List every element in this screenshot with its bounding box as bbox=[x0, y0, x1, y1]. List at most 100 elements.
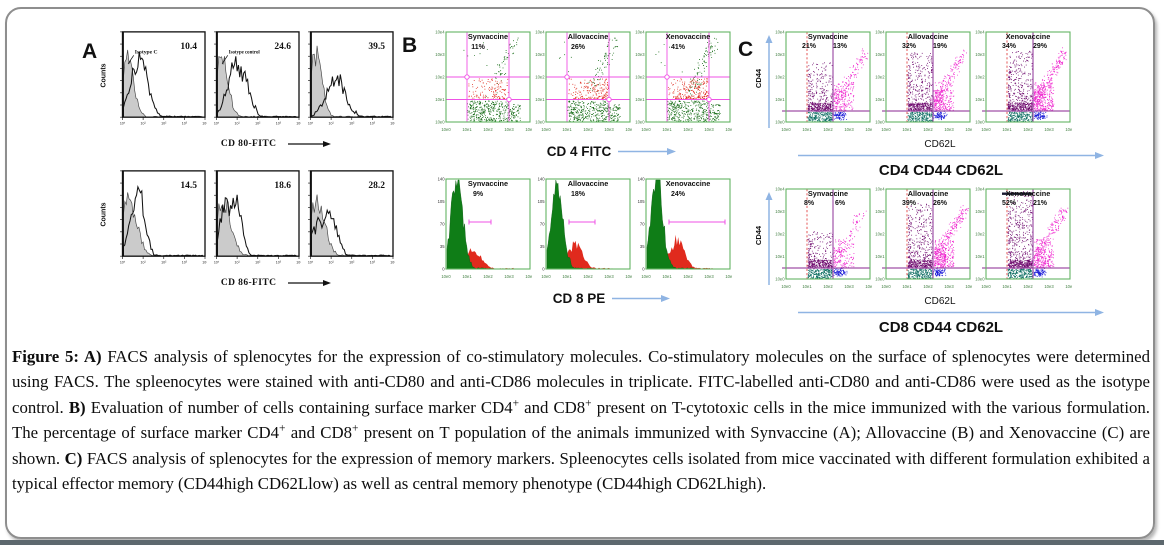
svg-text:10e2: 10e2 bbox=[583, 127, 593, 132]
svg-text:10e2: 10e2 bbox=[923, 127, 933, 132]
svg-text:10e2: 10e2 bbox=[483, 127, 493, 132]
svg-text:10e4: 10e4 bbox=[775, 187, 785, 192]
svg-text:140: 140 bbox=[638, 177, 646, 182]
panel-a: A Counts 10⁰10¹10²10³10⁴Isotype C10.410⁰… bbox=[78, 30, 400, 308]
svg-text:10e3: 10e3 bbox=[704, 274, 714, 279]
plot-percentage-right: 13% bbox=[832, 43, 847, 50]
scatter-points-teal bbox=[907, 111, 934, 123]
right-arrow-icon bbox=[618, 148, 677, 155]
scatter-points-red bbox=[667, 78, 709, 100]
c-y-axis-label: CD44 bbox=[754, 225, 764, 246]
svg-text:10e1: 10e1 bbox=[635, 97, 645, 102]
svg-text:10¹: 10¹ bbox=[141, 122, 147, 126]
c-scatter-row-cd4: 10e010e110e210e310e410e010e110e210e310e4… bbox=[772, 30, 1072, 142]
svg-text:10³: 10³ bbox=[182, 122, 188, 126]
svg-text:10e4: 10e4 bbox=[535, 30, 545, 35]
svg-text:10e4: 10e4 bbox=[1065, 284, 1072, 289]
facs-plot-a-0-0: 10⁰ 10¹ 10² 10³ 10⁴ Isotype C 10.4 bbox=[113, 30, 207, 135]
plot-canvas: 10e0 10e1 10e2 10e3 10e4 10e0 10e1 10e2 10e3 10e4 bbox=[975, 30, 1072, 132]
svg-text:10¹: 10¹ bbox=[235, 261, 241, 265]
facs-plot-b-hist-1: 10e0 10e1 10e2 10e3 10e4 0 35 70 105 140 Allovacci… bbox=[532, 177, 632, 289]
svg-text:10⁰: 10⁰ bbox=[308, 122, 314, 126]
panel-b-plots: 10e0 10e1 10e2 10e3 10e4 10e0 10e1 10e2 10e3 10e4… bbox=[432, 30, 738, 306]
svg-text:10e2: 10e2 bbox=[583, 274, 593, 279]
svg-text:70: 70 bbox=[540, 222, 545, 227]
svg-text:10e3: 10e3 bbox=[604, 274, 614, 279]
b-x-axis-text-cd8: CD 8 PE bbox=[552, 291, 606, 306]
plot-value: 14.5 bbox=[180, 181, 197, 191]
plot-canvas: 10e0 10e1 10e2 10e3 10e4 10e0 10e1 10e2 10e3 10e4 bbox=[775, 187, 872, 289]
right-arrow-icon bbox=[612, 295, 671, 302]
scatter-points-purple bbox=[807, 231, 834, 269]
svg-text:10e1: 10e1 bbox=[562, 127, 572, 132]
svg-text:10e4: 10e4 bbox=[525, 274, 532, 279]
isotype-histogram bbox=[311, 45, 392, 118]
bottom-divider-bar bbox=[0, 540, 1164, 545]
a-histogram-row-cd80: 10⁰ 10¹ 10² 10³ 10⁴ Isotype C 10.4 10⁰ 10¹ 10² 10³… bbox=[113, 30, 395, 135]
svg-text:10⁰: 10⁰ bbox=[120, 261, 126, 265]
svg-text:10e1: 10e1 bbox=[662, 127, 672, 132]
plot-canvas: 10⁰ 10¹ 10² 10³ 10⁴ Isotype C bbox=[120, 31, 207, 126]
svg-text:10e3: 10e3 bbox=[775, 52, 785, 57]
scatter-points-teal bbox=[807, 268, 834, 280]
svg-text:10e0: 10e0 bbox=[435, 120, 445, 125]
facs-plot-b-scatter-0: 10e0 10e1 10e2 10e3 10e4 10e0 10e1 10e2 10e3 10e4… bbox=[432, 30, 532, 142]
caption-bold-text: Figure 5: bbox=[12, 347, 84, 366]
scatter-points-purple bbox=[1007, 191, 1034, 269]
svg-text:10e4: 10e4 bbox=[975, 30, 985, 35]
c-x-axis-label: CD62L bbox=[924, 296, 956, 307]
gate-marker bbox=[1002, 192, 1033, 195]
plot-title: Synvaccine bbox=[467, 32, 509, 41]
isotype-histogram bbox=[217, 199, 299, 257]
svg-text:10e1: 10e1 bbox=[435, 97, 445, 102]
svg-text:Isotype control: Isotype control bbox=[229, 50, 261, 55]
a-histogram-row-cd86: 10⁰10¹10²10³10⁴14.510⁰10¹10²10³10⁴18.610… bbox=[113, 169, 395, 274]
svg-text:10³: 10³ bbox=[370, 261, 376, 265]
svg-text:10e1: 10e1 bbox=[802, 127, 812, 132]
c-y-axis-label: CD44 bbox=[754, 68, 764, 89]
svg-text:105: 105 bbox=[638, 199, 646, 204]
plot-canvas: 10⁰ 10¹ 10² 10³ 10⁴ bbox=[120, 170, 207, 265]
svg-text:10e1: 10e1 bbox=[802, 284, 812, 289]
svg-text:10e0: 10e0 bbox=[541, 274, 551, 279]
histogram-red bbox=[660, 234, 714, 269]
right-arrow-icon bbox=[288, 140, 332, 147]
svg-text:10e3: 10e3 bbox=[635, 52, 645, 57]
plot-canvas: 10e0 10e1 10e2 10e3 10e4 0 35 70 105 140 bbox=[538, 177, 632, 279]
svg-text:Isotype C: Isotype C bbox=[135, 49, 158, 55]
up-arrow-icon bbox=[765, 192, 773, 285]
svg-text:10⁰: 10⁰ bbox=[214, 122, 220, 126]
caption-superscript: + bbox=[512, 397, 520, 410]
plot-canvas: 10e0 10e1 10e2 10e3 10e4 10e0 10e1 10e2 10e3 10e4 bbox=[435, 30, 532, 132]
facs-plot-b-hist-0: 10e0 10e1 10e2 10e3 10e4 0 35 70 105 140 Synvaccin… bbox=[432, 177, 532, 289]
facs-plot-c-1-1: 10e0 10e1 10e2 10e3 10e4 10e0 10e1 10e2 10e3 10e4… bbox=[872, 187, 972, 299]
plot-value: 28.2 bbox=[368, 181, 385, 191]
svg-text:10e3: 10e3 bbox=[504, 274, 514, 279]
svg-text:10¹: 10¹ bbox=[235, 122, 241, 126]
isotype-histogram bbox=[311, 194, 392, 257]
svg-text:10e4: 10e4 bbox=[965, 127, 972, 132]
svg-text:10e2: 10e2 bbox=[435, 75, 445, 80]
plot-title: Allovaccine bbox=[567, 32, 609, 41]
svg-text:10²: 10² bbox=[161, 261, 167, 265]
scatter-points-purple bbox=[1007, 50, 1034, 112]
svg-text:10e3: 10e3 bbox=[844, 127, 854, 132]
svg-text:10⁴: 10⁴ bbox=[390, 122, 395, 126]
svg-text:10¹: 10¹ bbox=[329, 261, 335, 265]
svg-text:10e2: 10e2 bbox=[483, 274, 493, 279]
svg-text:10e0: 10e0 bbox=[541, 127, 551, 132]
plot-percentage-left: 21% bbox=[801, 43, 816, 50]
a-x-axis-text-cd86: CD 86-FITC bbox=[220, 278, 277, 288]
svg-text:10³: 10³ bbox=[370, 122, 376, 126]
a-x-axis-label-cd86: CD 86-FITC bbox=[135, 278, 417, 288]
plot-value: 39.5 bbox=[368, 42, 385, 52]
facs-plot-b-hist-2: 10e0 10e1 10e2 10e3 10e4 0 35 70 105 140 Xenovacci… bbox=[632, 177, 732, 289]
svg-text:10e4: 10e4 bbox=[975, 187, 985, 192]
svg-text:10e4: 10e4 bbox=[625, 127, 632, 132]
caption-text: Evaluation of number of cells containing… bbox=[85, 397, 513, 417]
facs-plot-a-0-2: 10⁰ 10¹ 10² 10³ 10⁴ 39.5 bbox=[301, 30, 395, 135]
svg-text:10²: 10² bbox=[255, 261, 261, 265]
svg-text:10e2: 10e2 bbox=[823, 284, 833, 289]
b-x-axis-text-cd4: CD 4 FITC bbox=[546, 144, 612, 159]
svg-text:10e0: 10e0 bbox=[981, 284, 991, 289]
